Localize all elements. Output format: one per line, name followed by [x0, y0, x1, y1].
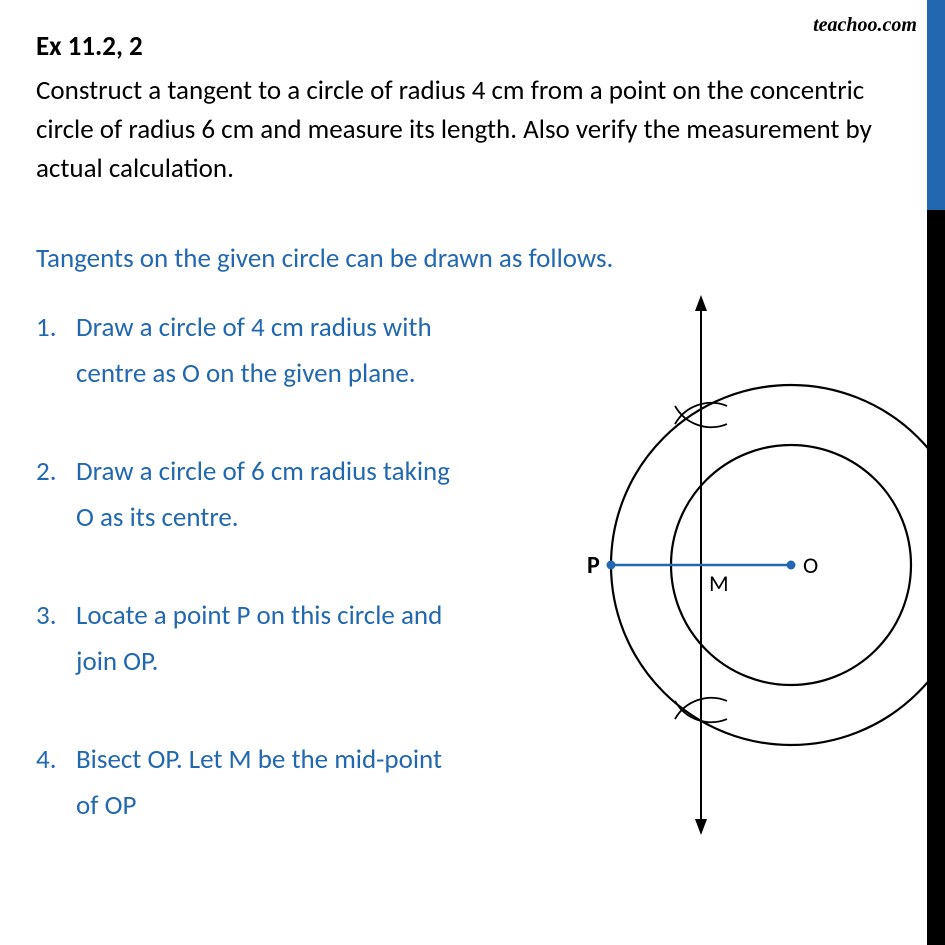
step-item: Draw a circle of 4 cm radius with centre…: [36, 305, 456, 397]
watermark: teachoo.com: [813, 14, 917, 37]
step-item: Draw a circle of 6 cm radius taking O as…: [36, 449, 456, 541]
question-text: Construct a tangent to a circle of radiu…: [36, 71, 890, 188]
page-content: Ex 11.2, 2 Construct a tangent to a circ…: [0, 0, 920, 859]
steps-area: Draw a circle of 4 cm radius with centre…: [36, 305, 890, 828]
step-item: Locate a point P on this circle and join…: [36, 593, 456, 685]
svg-text:O: O: [803, 552, 818, 580]
steps-list: Draw a circle of 4 cm radius with centre…: [36, 305, 456, 828]
sidebar-blue: [927, 0, 945, 210]
intro-text: Tangents on the given circle can be draw…: [36, 242, 890, 275]
exercise-title: Ex 11.2, 2: [36, 30, 890, 63]
svg-text:M: M: [709, 570, 729, 598]
svg-text:P: P: [587, 551, 600, 580]
step-item: Bisect OP. Let M be the mid-point of OP: [36, 737, 456, 829]
geometry-diagram: POM: [481, 285, 945, 845]
